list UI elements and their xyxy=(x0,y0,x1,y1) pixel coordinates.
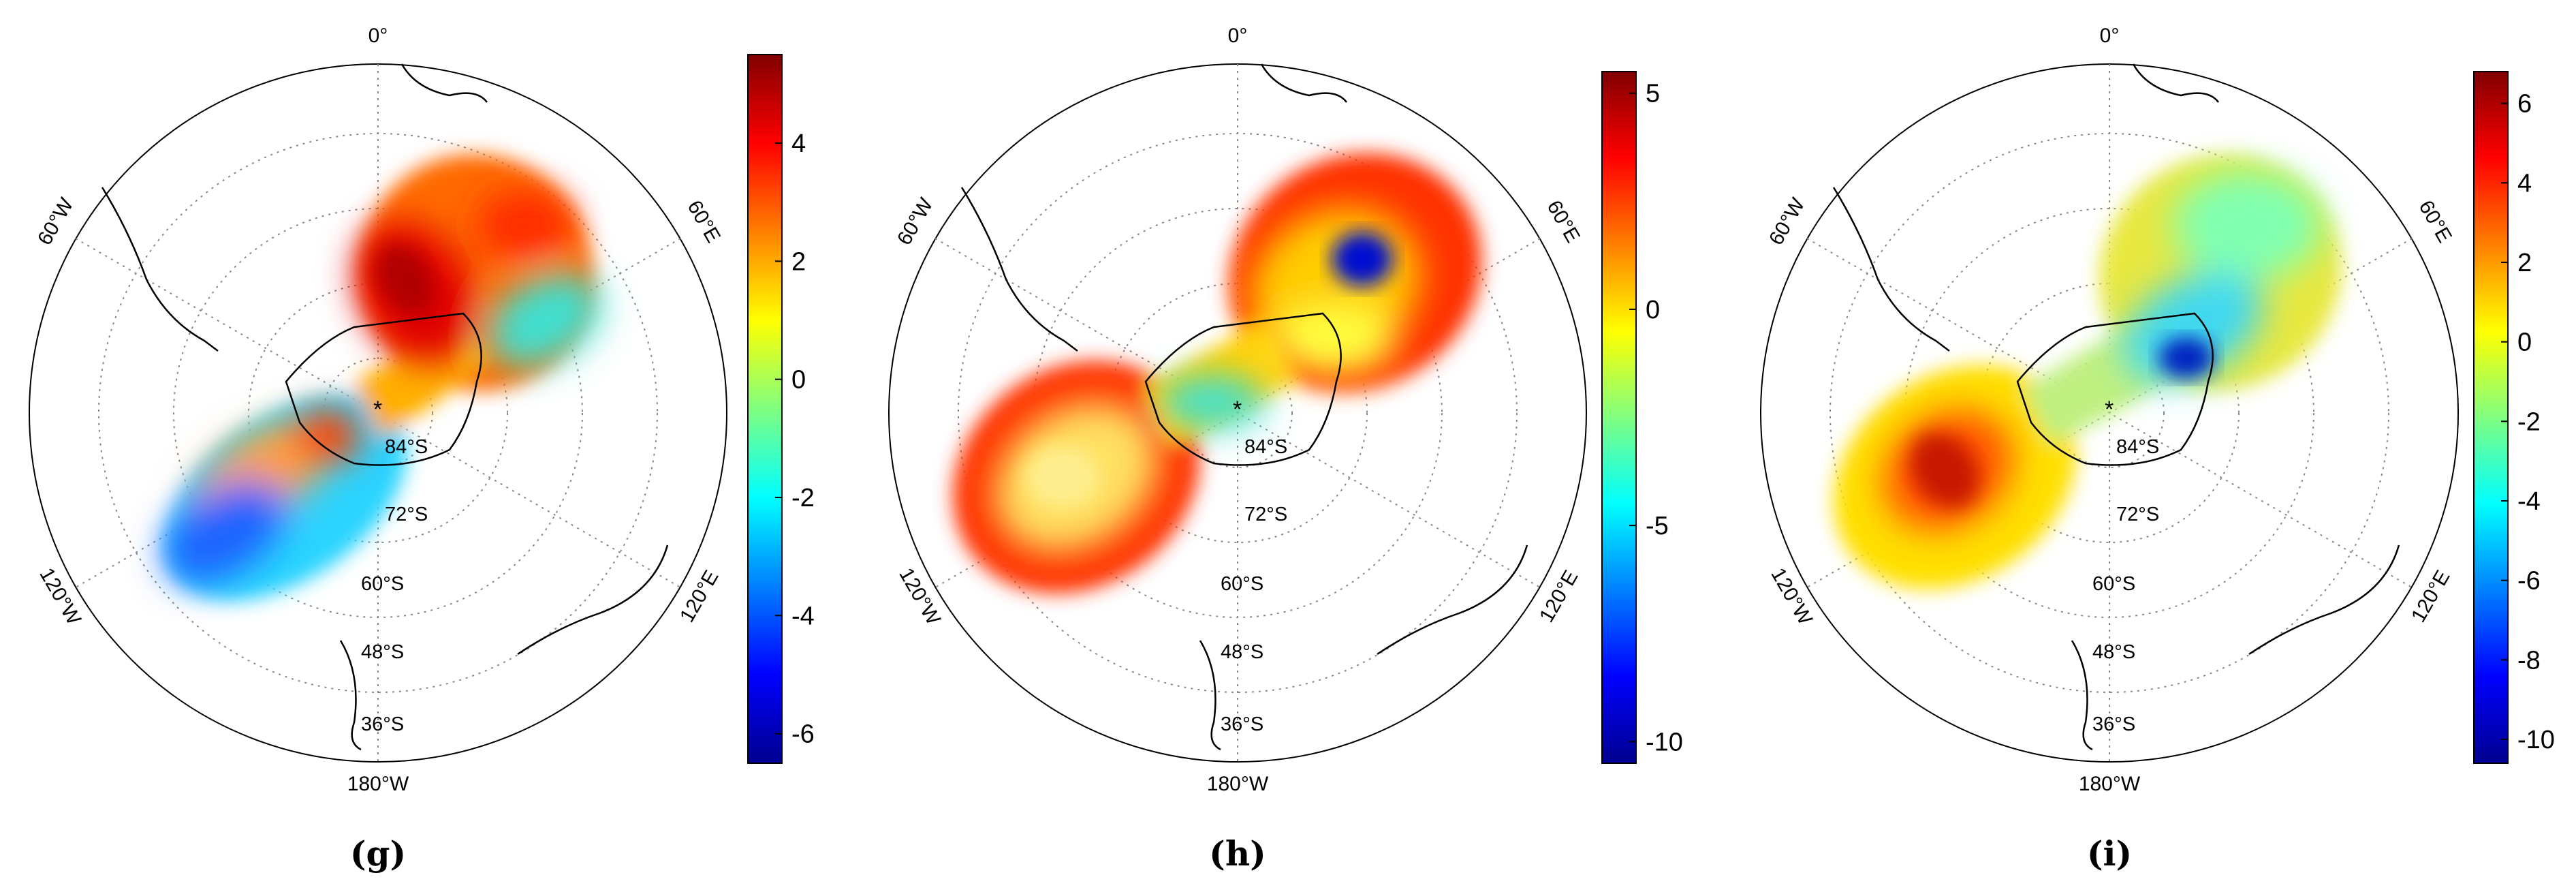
colorbar-tick-label-h-2: -5 xyxy=(1646,512,1669,540)
colorbar-tick-label-i-1: 4 xyxy=(2517,169,2532,198)
polar-map-h: * xyxy=(888,63,1587,763)
colorbar-tick-label-g-2: 0 xyxy=(791,366,806,395)
colorbar-i: 6 4 2 0 -2 -4 -6 -8 -10 xyxy=(2473,71,2555,764)
colorbar-ramp-i xyxy=(2473,71,2509,764)
coastlines-i xyxy=(1832,63,2400,751)
polar-map-i: * xyxy=(1760,63,2459,763)
colorbar-tick-label-h-3: -10 xyxy=(1646,728,1683,756)
lat-label-60: 60°S xyxy=(2092,573,2135,595)
colorbar-ramp-g xyxy=(747,54,783,764)
colorbar-tick-label-i-3: 0 xyxy=(2517,328,2532,357)
panel-caption-g: (g) xyxy=(350,833,406,874)
lat-label-48: 48°S xyxy=(2092,641,2135,663)
data-field-g xyxy=(164,154,602,601)
panel-h: * 0° 60°W 60°E 120°W 120°E 180°W 84°S 72… xyxy=(888,25,1683,874)
lon-label-bottom: 180°W xyxy=(1207,773,1269,795)
lat-label-72: 72°S xyxy=(1244,504,1287,525)
lon-label-lower-left: 120°W xyxy=(35,564,85,629)
colorbar-tick-label-i-0: 6 xyxy=(2517,90,2532,119)
lat-label-48: 48°S xyxy=(1221,641,1263,663)
polar-map-g: * xyxy=(29,63,727,763)
colorbar-tick-label-i-7: -8 xyxy=(2517,646,2541,675)
lat-label-72: 72°S xyxy=(385,504,428,525)
colorbar-tick-label-g-1: 2 xyxy=(791,247,806,276)
colorbar-g: 4 2 0 -2 -4 -6 xyxy=(747,54,815,764)
lon-label-bottom: 180°W xyxy=(347,773,409,795)
colorbar-tick-label-g-4: -4 xyxy=(791,602,815,630)
colorbar-tick-label-i-6: -6 xyxy=(2517,567,2541,596)
lon-label-upper-left: 60°W xyxy=(893,194,938,249)
lat-label-72: 72°S xyxy=(2116,504,2159,525)
lat-label-84: 84°S xyxy=(385,436,428,458)
lat-labels-g: 84°S 72°S 60°S 48°S 36°S xyxy=(361,436,428,735)
lon-label-upper-right: 60°E xyxy=(683,197,725,247)
lat-label-60: 60°S xyxy=(361,573,404,595)
lat-label-84: 84°S xyxy=(1244,436,1287,458)
lon-label-lower-right: 120°E xyxy=(1535,566,1583,626)
pole-marker-g: * xyxy=(373,397,382,422)
colorbar-tick-label-i-2: 2 xyxy=(2517,249,2532,277)
lat-label-60: 60°S xyxy=(1221,573,1263,595)
colorbar-tick-label-g-5: -6 xyxy=(791,720,815,749)
colorbar-tick-label-g-0: 4 xyxy=(791,129,806,158)
lon-label-upper-left: 60°W xyxy=(33,194,78,249)
colorbar-tick-label-h-1: 0 xyxy=(1646,296,1660,324)
lat-label-84: 84°S xyxy=(2116,436,2159,458)
lon-label-lower-left: 120°W xyxy=(1766,564,1817,629)
colorbar-tick-label-i-8: -10 xyxy=(2517,726,2555,754)
lon-label-upper-right: 60°E xyxy=(2415,197,2456,247)
lon-label-top: 0° xyxy=(368,25,388,47)
colorbar-ramp-h xyxy=(1601,71,1637,764)
panel-caption-h: (h) xyxy=(1209,833,1266,874)
pole-marker-h: * xyxy=(1233,397,1242,422)
colorbar-tick-label-i-4: -2 xyxy=(2517,407,2541,436)
lat-label-36: 36°S xyxy=(2092,713,2135,735)
colorbar-h: 5 0 -5 -10 xyxy=(1601,71,1683,764)
data-field-h xyxy=(953,153,1482,594)
lon-label-top: 0° xyxy=(2100,25,2120,47)
panel-i: * 0° 60°W 60°E 120°W 120°E 180°W 84°S 72… xyxy=(1760,25,2555,874)
lat-label-48: 48°S xyxy=(361,641,404,663)
colorbar-tick-label-i-5: -4 xyxy=(2517,487,2541,516)
lat-label-36: 36°S xyxy=(1221,713,1263,735)
lon-label-top: 0° xyxy=(1228,25,1248,47)
lat-labels-i: 84°S 72°S 60°S 48°S 36°S xyxy=(2092,436,2159,735)
lon-label-upper-right: 60°E xyxy=(1543,197,1584,247)
lon-label-lower-right: 120°E xyxy=(2407,566,2455,626)
coastlines-g xyxy=(101,63,669,751)
colorbar-tick-label-h-0: 5 xyxy=(1646,80,1660,108)
panel-caption-i: (i) xyxy=(2087,833,2132,874)
lon-label-upper-left: 60°W xyxy=(1765,194,1810,249)
lon-label-lower-right: 120°E xyxy=(676,566,723,626)
lon-label-bottom: 180°W xyxy=(2079,773,2141,795)
lon-label-lower-left: 120°W xyxy=(894,564,945,629)
coastlines-h xyxy=(960,63,1528,751)
panel-g: * 0° 60°W 60°E 120°W 120°E 180°W 84°S 72… xyxy=(29,25,815,874)
lat-label-36: 36°S xyxy=(361,713,404,735)
data-field-i xyxy=(1834,155,2342,589)
lat-labels-h: 84°S 72°S 60°S 48°S 36°S xyxy=(1221,436,1287,735)
colorbar-tick-label-g-3: -2 xyxy=(791,484,815,512)
pole-marker-i: * xyxy=(2105,397,2114,422)
